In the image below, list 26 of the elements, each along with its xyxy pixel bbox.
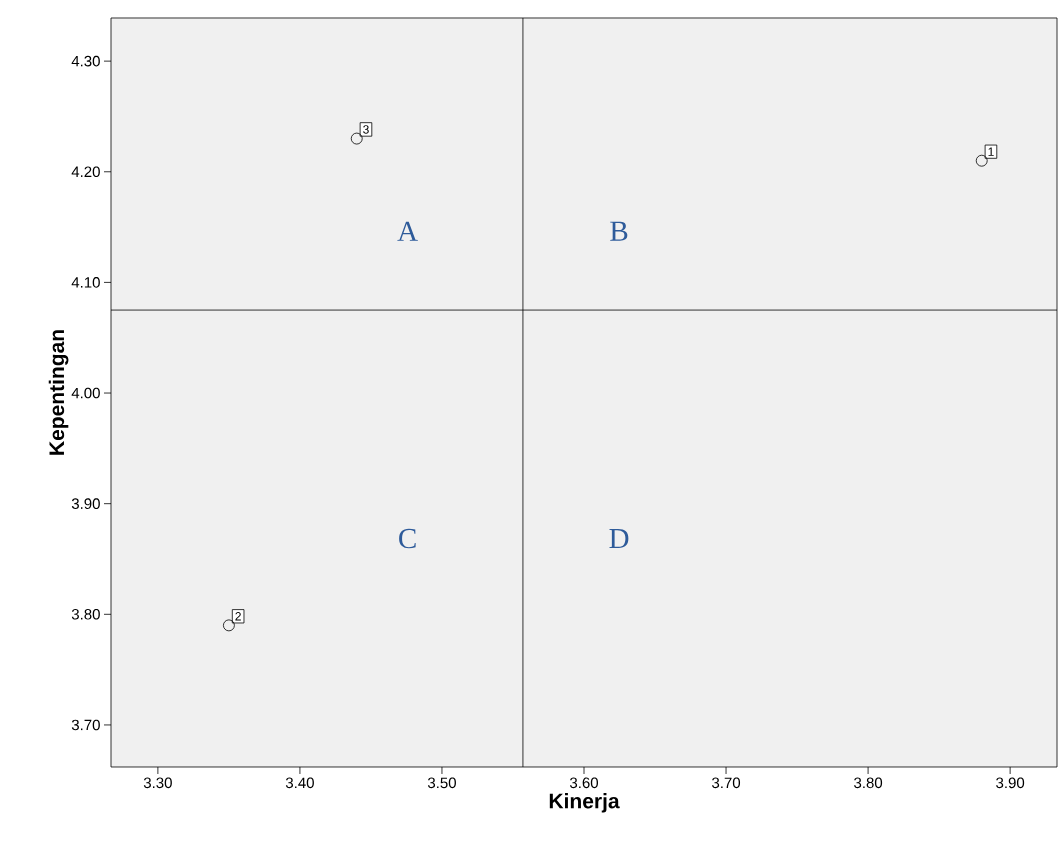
- annotation: A: [397, 221, 418, 241]
- x-tick-label: 3.70: [712, 777, 741, 789]
- point: [350, 132, 363, 145]
- x-tick-label: 3.90: [996, 777, 1025, 789]
- annotation: D: [609, 529, 629, 549]
- annotation: 1: [988, 147, 994, 156]
- x-tick-label: 3.40: [285, 777, 314, 789]
- annotation: C: [399, 528, 416, 549]
- y-tick-label: 4.30: [71, 55, 100, 67]
- annotation: 3: [363, 125, 369, 134]
- y-tick-label: 3.70: [71, 719, 100, 731]
- point: [975, 154, 988, 167]
- x-tick-label: 3.80: [854, 777, 883, 789]
- y-tick-label: 4.20: [71, 166, 100, 178]
- annotation: B: [610, 221, 628, 241]
- y-tick-label: 3.90: [71, 498, 100, 509]
- y-axis-title: Kepentingan: [48, 330, 69, 455]
- y-tick-label: 4.00: [71, 387, 100, 399]
- y-tick-label: 4.10: [71, 277, 100, 288]
- x-tick-label: 3.60: [569, 777, 599, 789]
- x-axis-title: Kinerja: [549, 793, 620, 813]
- x-tick-label: 3.50: [427, 777, 456, 789]
- y-tick-label: 3.80: [71, 609, 100, 620]
- annotation: 2: [235, 612, 241, 621]
- x-tick-label: 3.30: [143, 777, 172, 789]
- point: [223, 619, 235, 632]
